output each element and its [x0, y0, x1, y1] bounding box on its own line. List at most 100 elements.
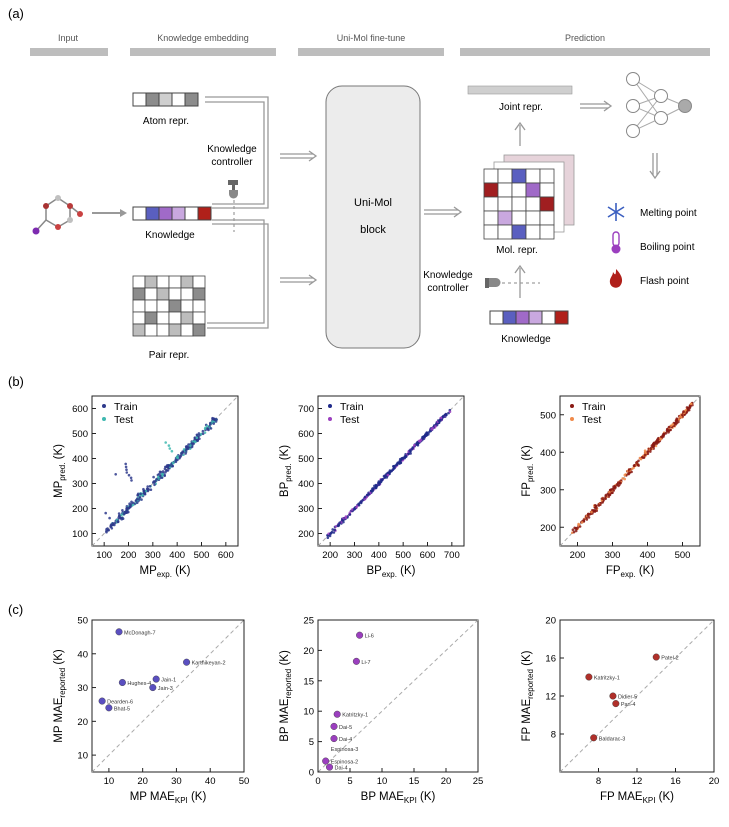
- c-plot-frame-0: [91, 619, 245, 773]
- b-xlabel-2: FPexp. (K): [606, 565, 655, 579]
- c-ytick-label-1-2: 10: [303, 707, 314, 718]
- test-point: [205, 424, 209, 428]
- c-xtick-label-1-3: 15: [409, 776, 420, 787]
- b-ytick-label-1-5: 700: [298, 404, 314, 415]
- train-point: [409, 452, 412, 455]
- connector-lines-left: [205, 96, 269, 329]
- train-point: [125, 471, 129, 474]
- train-point: [174, 458, 178, 462]
- c-xtick-label-0-3: 40: [205, 776, 216, 787]
- train-point: [184, 449, 188, 452]
- b-ytick-label-2-0: 200: [540, 523, 556, 534]
- b-ytick-label-0-3: 400: [72, 454, 88, 465]
- flame-icon: [609, 269, 623, 288]
- output-melting-point: Melting point: [640, 208, 697, 219]
- train-point: [153, 483, 156, 487]
- train-point: [643, 453, 647, 457]
- train-point: [152, 480, 156, 483]
- legend-marker-test: [328, 417, 332, 421]
- train-point: [107, 528, 110, 532]
- train-point: [408, 449, 412, 452]
- train-point: [686, 406, 690, 410]
- train-point: [192, 442, 195, 445]
- b-xtick-label-1-2: 400: [371, 550, 387, 561]
- mae-point-label: Bhat-5: [114, 706, 130, 712]
- train-point: [595, 509, 598, 512]
- c-ytick-label-2-3: 20: [545, 616, 556, 627]
- arrow-mol-to-joint: [514, 121, 526, 146]
- train-point: [136, 493, 139, 497]
- train-point: [442, 414, 445, 418]
- test-point: [355, 506, 358, 509]
- c-ytick-label-2-0: 8: [551, 730, 556, 741]
- section-bar-knowledge-embedding: [130, 48, 276, 56]
- b-ytick-label-0-2: 300: [72, 479, 88, 490]
- test-point: [608, 490, 611, 494]
- b-xtick-label-0-2: 300: [145, 550, 161, 561]
- test-point: [639, 457, 643, 461]
- controller2-label-line2: controller: [427, 283, 469, 294]
- mae-point-label: Patel-2: [661, 656, 678, 662]
- c-ytick-label-1-1: 5: [309, 737, 314, 748]
- c-xlabel-2: FP MAEKPI (K): [600, 791, 674, 805]
- test-point: [430, 428, 433, 431]
- test-point: [195, 436, 199, 440]
- train-point: [367, 492, 371, 496]
- legend-label-test: Test: [340, 414, 359, 426]
- train-point: [677, 420, 680, 424]
- train-point: [604, 493, 608, 497]
- c-parity-line-1: [317, 619, 479, 773]
- test-point: [386, 473, 390, 477]
- test-point: [170, 449, 174, 453]
- train-point: [682, 410, 685, 414]
- train-point: [198, 437, 201, 441]
- train-point: [642, 456, 646, 459]
- train-point: [574, 529, 578, 533]
- train-point: [384, 473, 388, 477]
- test-point: [182, 448, 186, 451]
- train-point: [135, 501, 139, 505]
- points-mp: [104, 416, 218, 534]
- train-point: [395, 462, 399, 466]
- c-xtick-label-0-2: 30: [171, 776, 182, 787]
- b-xtick-label-0-4: 500: [194, 550, 210, 561]
- arrow-input-to-knowledge: [92, 209, 127, 217]
- arrow-knowledge-to-mol: [514, 264, 526, 298]
- mae-point-label: Espinosa-3: [331, 747, 359, 753]
- train-point: [117, 512, 121, 515]
- train-point: [575, 526, 578, 530]
- train-point: [438, 418, 442, 422]
- c-xtick-label-1-4: 20: [441, 776, 452, 787]
- c-ylabel-2: FP MAEreported (K): [521, 650, 535, 741]
- train-point: [166, 466, 170, 469]
- train-point: [105, 530, 108, 534]
- arrow-joint-to-nn: [580, 100, 613, 112]
- train-point: [337, 524, 341, 527]
- legend-marker-train: [102, 404, 106, 408]
- c-ytick-label-1-5: 25: [303, 616, 314, 627]
- mae-point: [356, 631, 364, 639]
- train-point: [138, 498, 141, 501]
- arrow-nn-to-outputs: [649, 153, 661, 180]
- joint-repr-bar: [467, 85, 573, 95]
- mae-point-label: Didier-5: [618, 695, 637, 701]
- output-boiling-point: Boiling point: [640, 242, 695, 253]
- train-point: [125, 506, 129, 510]
- b-ytick-label-1-3: 500: [298, 454, 314, 465]
- test-point: [344, 515, 348, 518]
- test-point: [577, 522, 580, 526]
- parity-chart-mp: 100 200 300 400 500 600 100 200 300 400 500 600 MPex…: [53, 395, 239, 579]
- train-point: [212, 417, 215, 421]
- mae-point: [333, 710, 341, 718]
- faucet-icon-2: [485, 278, 540, 288]
- c-xtick-label-0-1: 20: [137, 776, 148, 787]
- train-point: [601, 501, 604, 504]
- legend-marker-train: [328, 404, 332, 408]
- section-bar-prediction: [460, 48, 710, 56]
- train-point: [140, 498, 143, 501]
- joint-repr-label: Joint repr.: [499, 102, 543, 113]
- train-point: [179, 454, 183, 457]
- train-point: [353, 508, 356, 511]
